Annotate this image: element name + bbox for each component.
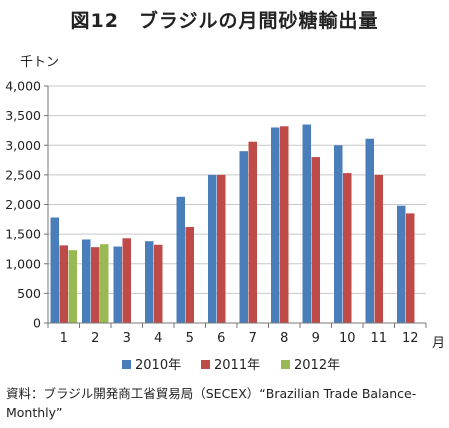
bar	[217, 174, 226, 323]
bar	[334, 145, 343, 323]
bar	[343, 173, 352, 323]
bar	[208, 174, 217, 323]
bar	[68, 250, 77, 323]
bar	[302, 124, 311, 323]
bar	[82, 239, 91, 323]
y-tick-label: 4,000	[5, 79, 41, 94]
bar	[374, 174, 383, 323]
bar	[239, 151, 248, 323]
bar-chart: 05001,0001,5002,0002,5003,0003,5004,000 …	[5, 55, 445, 373]
legend-label: 2010年	[135, 358, 181, 373]
bar	[248, 141, 257, 323]
bar	[113, 246, 122, 323]
x-tick-label: 4	[154, 331, 162, 346]
y-tick-label: 1,000	[5, 256, 41, 271]
bar	[365, 138, 374, 323]
x-tick-label: 1	[60, 331, 68, 346]
legend-label: 2012年	[294, 358, 340, 373]
bar	[50, 217, 59, 323]
x-tick-labels: 1 2 3 4 5 6 7 8 9 10 11 12	[60, 331, 419, 346]
y-tick-label: 500	[17, 286, 41, 301]
x-tick-label: 5	[186, 331, 194, 346]
x-tick-label: 8	[280, 331, 288, 346]
y-tick-label: 1,500	[5, 227, 41, 242]
bar	[59, 245, 68, 323]
y-tick-label: 3,500	[5, 108, 41, 123]
bar	[145, 241, 154, 323]
legend: 2010年 2011年 2012年	[122, 358, 340, 373]
x-tick-label: 2	[91, 331, 99, 346]
x-tick-label: 6	[217, 331, 225, 346]
y-tick-label: 2,000	[5, 197, 41, 212]
y-tick-label: 3,000	[5, 138, 41, 153]
bar	[280, 126, 289, 323]
legend-label: 2011年	[214, 358, 260, 373]
y-axis-label: 千トン	[20, 55, 59, 70]
legend-swatch	[201, 360, 210, 369]
bar	[311, 157, 320, 323]
y-tick-labels: 0 500 1,000 1,500 2,000 2,500 3,000 3,500 4,000	[5, 79, 41, 331]
x-tick-label: 12	[402, 331, 419, 346]
bar	[122, 238, 131, 323]
source-note: 資料：ブラジル開発商工省貿易局（SECEX）“Brazilian Trade B…	[6, 386, 417, 420]
grid-lines	[48, 85, 426, 294]
bar	[271, 127, 280, 323]
bar	[154, 244, 163, 323]
x-tick-label: 11	[370, 331, 387, 346]
legend-swatch	[122, 360, 131, 369]
bar	[185, 227, 194, 323]
y-tick-label: 0	[33, 316, 41, 331]
bar	[91, 247, 100, 323]
y-tick-label: 2,500	[5, 167, 41, 182]
bar	[100, 244, 109, 323]
bar	[397, 205, 406, 323]
axes	[44, 85, 427, 328]
chart-title: 図12 ブラジルの月間砂糖輸出量	[70, 10, 379, 32]
bar	[176, 196, 185, 323]
x-axis-label: 月	[432, 336, 445, 351]
bar	[406, 213, 415, 323]
legend-swatch	[281, 360, 290, 369]
bars	[50, 124, 415, 323]
x-tick-label: 9	[312, 331, 320, 346]
x-tick-label: 7	[249, 331, 257, 346]
x-tick-label: 10	[339, 331, 356, 346]
x-tick-label: 3	[123, 331, 131, 346]
